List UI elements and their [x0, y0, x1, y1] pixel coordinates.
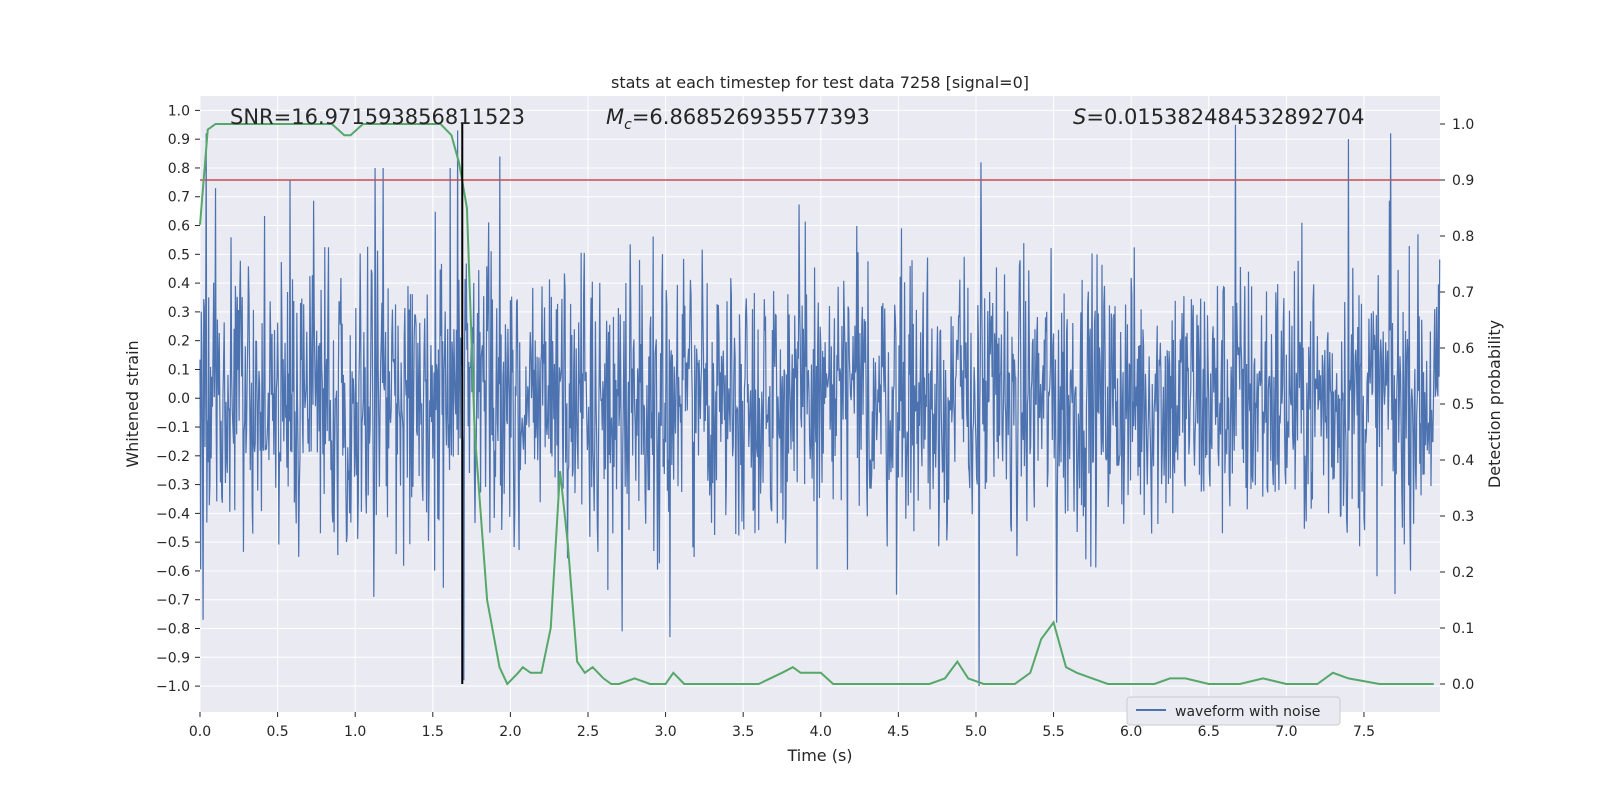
snr-annotation: SNR=16.971593856811523 — [230, 105, 525, 129]
y-left-tick-label: 0.3 — [168, 305, 190, 321]
waveform-line — [199, 124, 1441, 687]
x-tick-label: 6.5 — [1198, 724, 1220, 740]
y-left-tick-label: 1.0 — [168, 103, 190, 119]
probability-series — [199, 123, 1434, 686]
y-right-axis-ticks: 0.0 0.1 0.2 0.3 0.4 0.5 0.6 0.7 0.8 0.9 1.0 — [1440, 117, 1474, 693]
y-right-tick-label: 0.1 — [1452, 621, 1474, 637]
x-tick-label: 6.0 — [1120, 724, 1142, 740]
y-left-tick-label: −0.3 — [156, 478, 190, 494]
x-tick-label: 7.5 — [1353, 724, 1375, 740]
legend-label-waveform: waveform with noise — [1175, 704, 1320, 720]
y-right-tick-label: 0.4 — [1452, 453, 1474, 469]
x-tick-label: 3.0 — [654, 724, 676, 740]
y-left-tick-label: −0.9 — [156, 650, 190, 666]
y-left-tick-label: −0.8 — [156, 622, 190, 638]
legend-box — [1126, 696, 1341, 726]
y-right-tick-label: 0.7 — [1452, 285, 1474, 301]
y-left-tick-label: 0.4 — [168, 276, 190, 292]
y-left-tick-label: −0.2 — [156, 449, 190, 465]
y-left-axis-ticks: −1.0 −0.9 −0.8 −0.7 −0.6 −0.5 −0.4 −0.3 −0.2 −0.1… — [156, 103, 200, 695]
detection-probability-line — [199, 123, 1434, 686]
x-tick-label: 2.5 — [577, 724, 599, 740]
y-right-tick-label: 0.0 — [1452, 677, 1474, 693]
x-tick-label: 1.0 — [344, 724, 366, 740]
y-right-tick-label: 0.9 — [1452, 173, 1474, 189]
x-tick-label: 0.5 — [266, 724, 288, 740]
x-tick-label: 5.5 — [1042, 724, 1064, 740]
y-left-tick-label: 0.8 — [168, 161, 190, 177]
y-left-tick-label: 0.9 — [168, 132, 190, 148]
x-tick-label: 4.5 — [887, 724, 909, 740]
y-left-tick-label: 0.5 — [168, 247, 190, 263]
x-tick-label: 7.0 — [1275, 724, 1297, 740]
y-right-tick-label: 0.2 — [1452, 565, 1474, 581]
y-left-tick-label: 0.2 — [168, 334, 190, 350]
y-left-tick-label: −1.0 — [156, 679, 190, 695]
y-left-tick-label: −0.5 — [156, 535, 190, 551]
legend: waveform with noise — [1126, 696, 1341, 726]
x-tick-label: 5.0 — [965, 724, 987, 740]
y-right-tick-label: 0.5 — [1452, 397, 1474, 413]
y-right-tick-label: 1.0 — [1452, 117, 1474, 133]
x-tick-label: 4.0 — [810, 724, 832, 740]
s-annotation: S=0.015382484532892704 — [1073, 105, 1364, 129]
x-tick-label: 0.0 — [189, 724, 211, 740]
y-left-tick-label: 0.1 — [168, 362, 190, 378]
chirp-mass-annotation: Mc=6.868526935577393 — [606, 105, 870, 133]
chirp-mass-symbol: M — [606, 105, 624, 129]
waveform-series — [199, 124, 1441, 687]
y-left-tick-label: 0.0 — [168, 391, 190, 407]
y-left-tick-label: −0.4 — [156, 506, 190, 522]
y-right-tick-label: 0.6 — [1452, 341, 1474, 357]
x-tick-label: 3.5 — [732, 724, 754, 740]
y-right-axis-label: Detection probability — [1485, 320, 1504, 488]
x-axis-ticks: 0.0 0.5 1.0 1.5 2.0 2.5 3.0 3.5 4.0 4.5 5.0 5.5 6.0 6… — [189, 712, 1375, 740]
y-left-tick-label: 0.7 — [168, 190, 190, 206]
y-left-axis-label: Whitened strain — [123, 340, 142, 467]
x-tick-label: 2.0 — [499, 724, 521, 740]
y-left-tick-label: −0.6 — [156, 564, 190, 580]
y-right-tick-label: 0.8 — [1452, 229, 1474, 245]
x-axis-label: Time (s) — [786, 746, 852, 765]
s-symbol: S — [1073, 105, 1086, 129]
s-value: =0.015382484532892704 — [1086, 105, 1364, 129]
chart-title: stats at each timestep for test data 725… — [611, 73, 1029, 92]
chirp-mass-subscript: c — [624, 117, 632, 133]
y-left-tick-label: −0.7 — [156, 593, 190, 609]
y-left-tick-label: 0.6 — [168, 219, 190, 235]
y-right-tick-label: 0.3 — [1452, 509, 1474, 525]
x-tick-label: 1.5 — [422, 724, 444, 740]
y-left-tick-label: −0.1 — [156, 420, 190, 436]
chirp-mass-value: =6.868526935577393 — [632, 105, 870, 129]
